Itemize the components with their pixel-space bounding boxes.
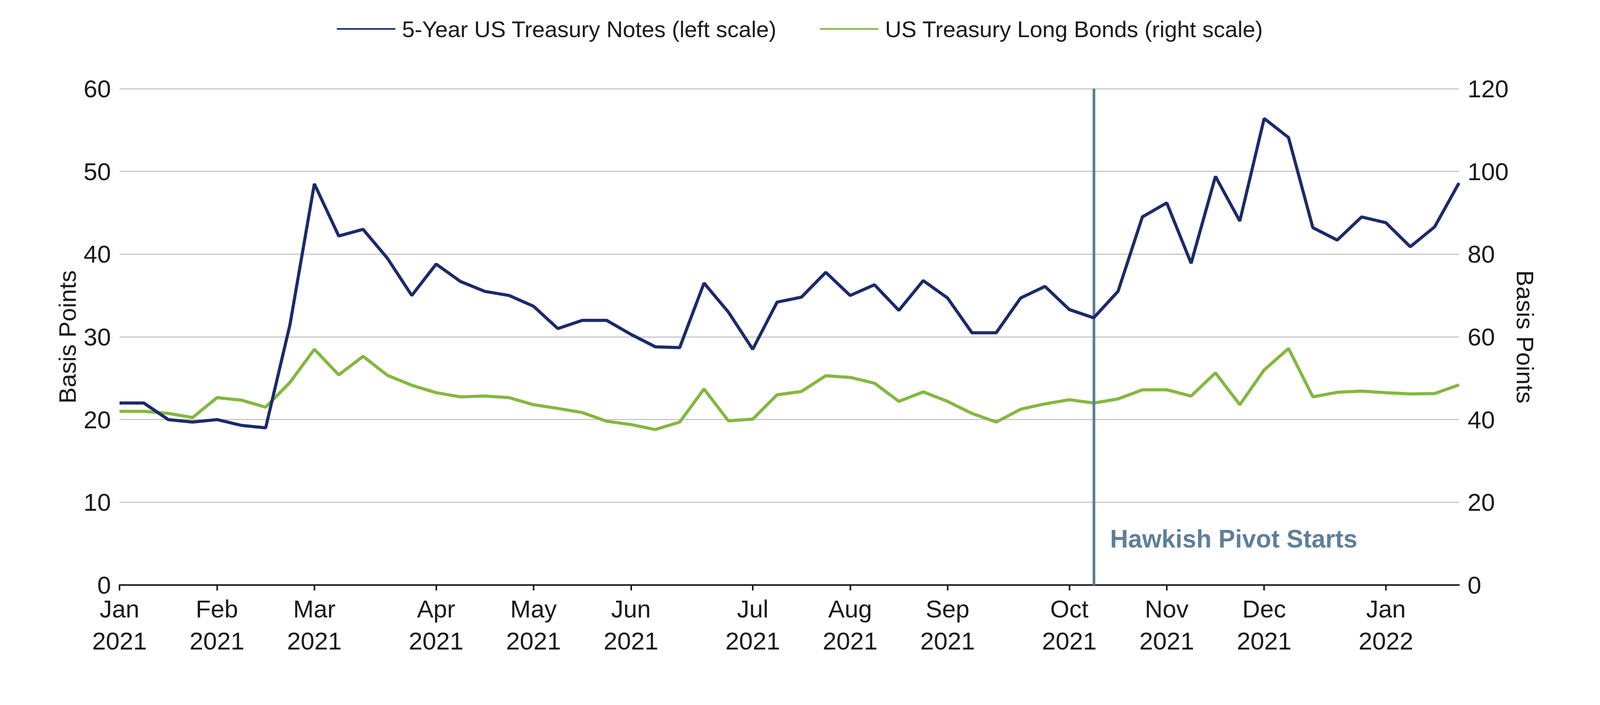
svg-text:Dec: Dec: [1242, 594, 1286, 623]
svg-text:2021: 2021: [506, 626, 561, 655]
svg-text:Aug: Aug: [828, 594, 872, 623]
svg-text:30: 30: [83, 323, 111, 351]
svg-text:2022: 2022: [1358, 626, 1414, 655]
svg-text:Jun: Jun: [610, 594, 651, 623]
svg-text:2021: 2021: [189, 626, 245, 655]
svg-text:Feb: Feb: [195, 594, 239, 623]
svg-text:2021: 2021: [92, 626, 147, 655]
svg-text:120: 120: [1467, 75, 1509, 103]
svg-text:Jan: Jan: [99, 594, 140, 623]
svg-text:Basis Points: Basis Points: [1511, 269, 1539, 404]
svg-text:2021: 2021: [725, 626, 781, 655]
svg-text:20: 20: [83, 405, 111, 434]
svg-text:40: 40: [1467, 405, 1495, 434]
svg-text:100: 100: [1467, 157, 1509, 186]
svg-text:Mar: Mar: [293, 594, 336, 623]
svg-text:Sep: Sep: [925, 594, 970, 623]
svg-text:2021: 2021: [287, 626, 342, 655]
svg-text:60: 60: [83, 75, 111, 103]
svg-text:0: 0: [97, 571, 111, 599]
svg-text:Oct: Oct: [1050, 594, 1089, 623]
svg-text:2021: 2021: [1041, 626, 1097, 655]
svg-text:Jul: Jul: [737, 594, 769, 623]
svg-text:2021: 2021: [1139, 626, 1195, 655]
svg-text:2021: 2021: [408, 626, 464, 655]
svg-text:80: 80: [1467, 240, 1495, 268]
svg-text:5-Year US Treasury Notes (left: 5-Year US Treasury Notes (left scale): [401, 16, 777, 42]
svg-text:50: 50: [83, 157, 111, 186]
svg-text:Jan: Jan: [1366, 594, 1406, 623]
svg-text:2021: 2021: [822, 626, 878, 655]
svg-text:2021: 2021: [603, 626, 659, 655]
svg-text:2021: 2021: [920, 626, 975, 655]
svg-text:US Treasury Long Bonds (right: US Treasury Long Bonds (right scale): [885, 16, 1263, 42]
svg-text:10: 10: [83, 488, 111, 516]
svg-text:40: 40: [83, 240, 111, 268]
svg-text:May: May: [510, 594, 558, 623]
svg-text:Nov: Nov: [1144, 594, 1190, 623]
svg-text:Basis Points: Basis Points: [53, 269, 81, 404]
svg-text:Apr: Apr: [416, 594, 456, 623]
svg-text:0: 0: [1467, 571, 1482, 599]
svg-text:60: 60: [1467, 323, 1495, 351]
svg-text:20: 20: [1467, 488, 1495, 516]
svg-text:Hawkish Pivot Starts: Hawkish Pivot Starts: [1110, 524, 1358, 553]
svg-text:2021: 2021: [1236, 626, 1292, 655]
